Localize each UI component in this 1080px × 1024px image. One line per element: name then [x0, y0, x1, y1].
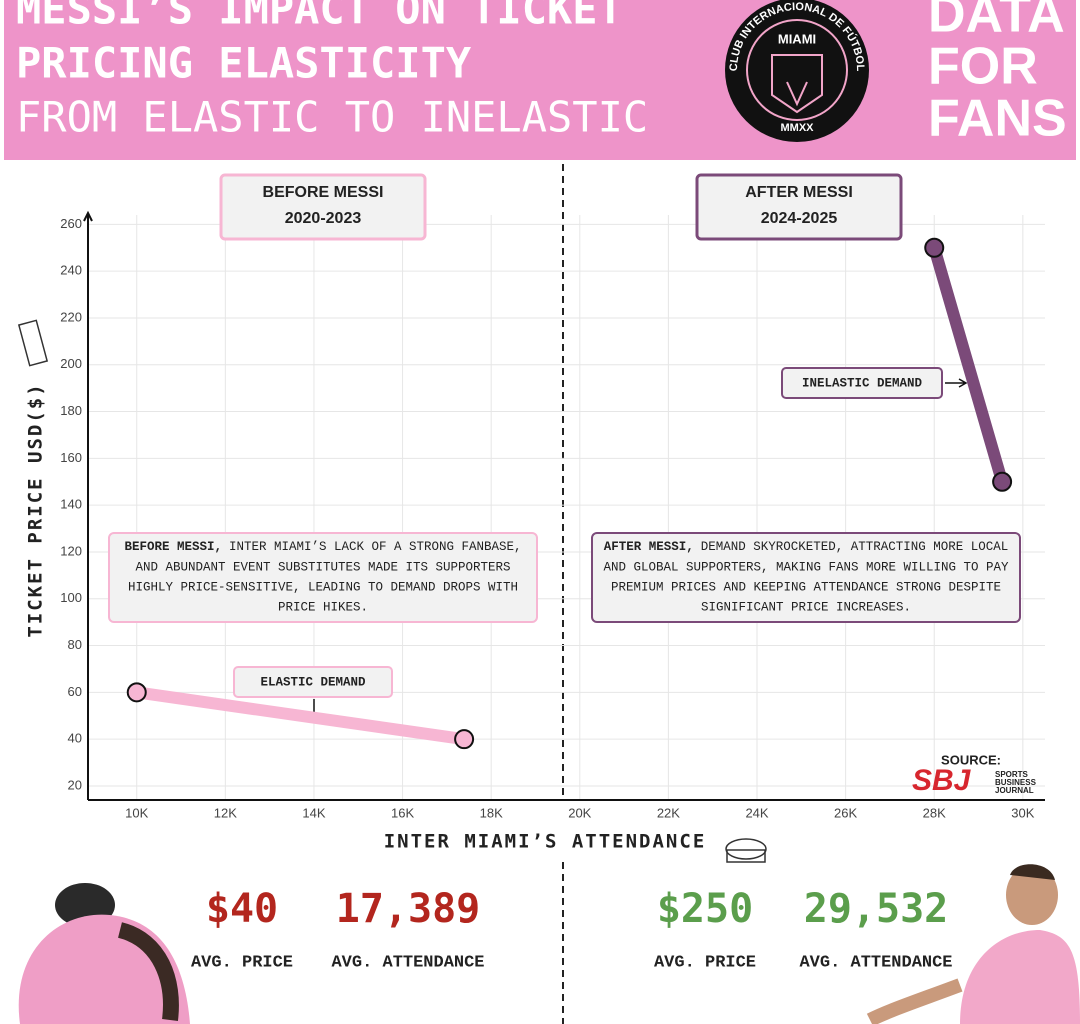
period-years: 2024-2025 — [761, 210, 838, 227]
player-photo-left — [18, 883, 191, 1024]
source-logo: SBJ — [912, 764, 972, 797]
y-tick-label: 240 — [60, 263, 82, 278]
y-tick-label: 160 — [60, 450, 82, 465]
note-line: BEFORE MESSI, INTER MIAMI’S LACK OF A STR… — [124, 540, 521, 554]
logo-name: MIAMI — [778, 31, 816, 46]
y-tick-label: 200 — [60, 356, 82, 371]
y-tick-label: 260 — [60, 216, 82, 231]
annotation-box — [781, 367, 943, 399]
x-tick-label: 22K — [657, 805, 680, 820]
x-axis-title: INTER MIAMI’S ATTENDANCE — [384, 831, 707, 853]
y-tick-label: 180 — [60, 403, 82, 418]
annotation-box — [233, 666, 393, 698]
series-line — [928, 241, 1009, 488]
note-box — [591, 532, 1021, 623]
note-text: DEMAND SKYROCKETED, ATTRACTING MORE LOCA… — [701, 540, 1009, 554]
brand-line: DATA — [928, 0, 1065, 44]
source-logo-line: JOURNAL — [995, 786, 1034, 795]
data-point — [992, 471, 1013, 492]
brand-line: FOR — [928, 38, 1038, 96]
note-line: AND GLOBAL SUPPORTERS, MAKING FANS MORE … — [603, 560, 1009, 574]
x-tick-label: 28K — [923, 805, 946, 820]
data-point — [924, 237, 945, 258]
y-tick-label: 60 — [68, 684, 82, 699]
y-axis-title: TICKET PRICE USD($) — [25, 382, 47, 637]
x-tick-label: 16K — [391, 805, 414, 820]
x-tick-label: 18K — [480, 805, 503, 820]
x-tick-label: 12K — [214, 805, 237, 820]
note-line: PRICE HIKES. — [278, 600, 368, 614]
period-name: AFTER MESSI — [745, 184, 853, 201]
logo-year: MMXX — [781, 122, 815, 134]
title-line: MESSI’S IMPACT ON TICKET — [16, 0, 623, 34]
stat-attendance-label: AVG. ATTENDANCE — [799, 953, 952, 972]
period-box — [695, 173, 903, 241]
x-tick-label: 14K — [302, 805, 325, 820]
period-box — [219, 173, 427, 241]
source-logo-line: SPORTS — [995, 770, 1029, 779]
note-box — [108, 532, 538, 623]
annotation-arrow — [945, 378, 968, 388]
series-line — [130, 686, 471, 746]
y-tick-label: 220 — [60, 309, 82, 324]
note-line: AND ABUNDANT EVENT SUBSTITUTES MADE ITS … — [135, 560, 510, 574]
player-photo-right — [866, 864, 1080, 1024]
data-point — [126, 682, 147, 703]
data-point — [454, 729, 475, 750]
title-line: PRICING ELASTICITY — [16, 39, 472, 88]
note-lead: BEFORE MESSI, — [124, 540, 222, 554]
note-line: AFTER MESSI, DEMAND SKYROCKETED, ATTRACTI… — [604, 540, 1009, 554]
source-logo-line: BUSINESS — [995, 778, 1037, 787]
y-tick-label: 40 — [68, 731, 82, 746]
stadium-icon — [725, 838, 767, 860]
stat-price: $40 — [206, 886, 278, 932]
y-tick-label: 140 — [60, 497, 82, 512]
stat-attendance: 17,389 — [336, 886, 481, 932]
stadium-icon-base — [726, 849, 766, 863]
stat-attendance: 29,532 — [804, 886, 949, 932]
period-years: 2020-2023 — [285, 210, 362, 227]
stat-price-label: AVG. PRICE — [654, 953, 756, 972]
x-tick-label: 10K — [125, 805, 148, 820]
note-text: INTER MIAMI’S LACK OF A STRONG FANBASE, — [229, 540, 522, 554]
x-tick-label: 20K — [568, 805, 591, 820]
header-band — [4, 0, 1076, 160]
note-line: PREMIUM PRICES AND KEEPING ATTENDANCE ST… — [611, 580, 1001, 594]
x-tick-label: 26K — [834, 805, 857, 820]
note-line: HIGHLY PRICE-SENSITIVE, LEADING TO DEMAN… — [128, 580, 518, 594]
period-name: BEFORE MESSI — [263, 184, 384, 201]
stat-price: $250 — [657, 886, 753, 932]
source-label: SOURCE: — [941, 752, 1001, 767]
note-line: SIGNIFICANT PRICE INCREASES. — [701, 600, 911, 614]
y-axis-arrow — [83, 210, 93, 222]
y-tick-label: 100 — [60, 590, 82, 605]
y-tick-label: 120 — [60, 543, 82, 558]
y-tick-label: 20 — [68, 777, 82, 792]
annotation: INELASTIC DEMAND — [802, 376, 923, 390]
stat-attendance-label: AVG. ATTENDANCE — [331, 953, 484, 972]
stat-price-label: AVG. PRICE — [191, 953, 293, 972]
y-tick-label: 80 — [68, 637, 82, 652]
x-tick-label: 24K — [745, 805, 768, 820]
note-lead: AFTER MESSI, — [604, 540, 694, 554]
x-tick-label: 30K — [1011, 805, 1034, 820]
brand-line: FANS — [928, 90, 1067, 148]
title-line: FROM ELASTIC TO INELASTIC — [16, 93, 648, 142]
annotation: ELASTIC DEMAND — [260, 675, 366, 689]
ticket-icon — [17, 319, 49, 367]
